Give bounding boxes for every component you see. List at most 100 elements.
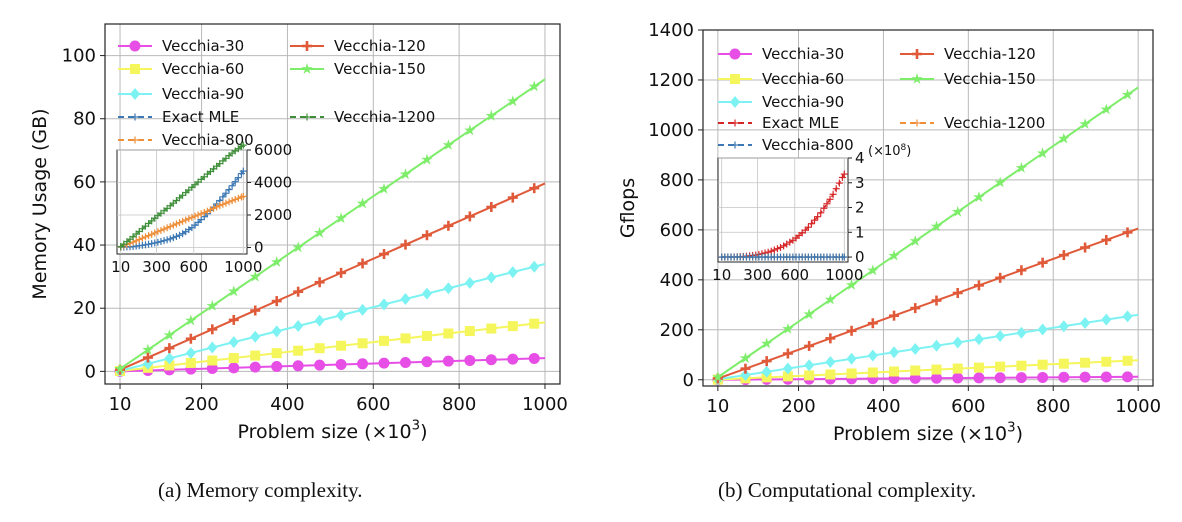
inset-data-point [228,182,236,190]
grid-lines [105,24,560,384]
data-point [803,308,815,320]
legend-label: Exact MLE [762,114,839,132]
inset-data-point [166,223,174,231]
data-point [529,183,540,194]
data-point [357,303,368,316]
data-point [824,293,837,305]
data-point [485,109,497,121]
data-point [164,360,175,371]
data-point [1058,320,1069,333]
data-point [782,323,794,334]
data-point [889,346,900,359]
inset-y-tick-label: 2000 [254,206,292,224]
legend-label: Vecchia-30 [762,45,844,63]
data-point [804,359,815,372]
x-tick-label: 600 [356,394,390,415]
series-group [712,86,1139,386]
data-point [825,356,836,369]
inset-data-point [179,217,187,225]
data-point [825,333,836,344]
data-point [740,369,751,382]
data-point [867,318,878,329]
legend-marker [130,64,140,74]
inset-data-point [157,226,165,234]
legend-item: Vecchia-1200 [900,114,1045,132]
inset-data-point [225,198,233,206]
data-point [1100,103,1112,115]
data-point [442,355,454,367]
data-point [1080,242,1091,253]
data-point [1037,257,1048,268]
legend-item: Vecchia-60 [718,70,844,88]
y-tick-label: 400 [660,270,694,291]
inset-data-point [225,186,233,194]
data-point [250,305,261,316]
inset-y-tick-label: 4000 [254,174,292,192]
data-point [761,365,772,378]
series-vecchia-90 [115,260,546,377]
legend-marker [731,141,739,149]
x-tick-label: 200 [184,394,218,415]
data-point [910,365,921,376]
data-point [507,192,518,203]
data-point [400,333,411,344]
inset-data-point [820,204,828,212]
y-tick-label: 600 [660,220,694,241]
data-point [163,329,176,341]
inset-data-point [835,179,843,187]
inset-data-point [176,219,184,227]
legend-label: Exact MLE [162,108,239,126]
data-point [314,314,325,327]
legend: Vecchia-30 Vecchia-60 Vecchia-90 Exact MLE V… [718,45,1045,154]
y-tick-label: 200 [660,320,694,341]
inset-data-point [239,192,247,200]
data-point [379,335,390,346]
legend-item: Vecchia-120 [900,45,1036,63]
data-point [761,337,773,349]
series-vecchia-30 [114,352,546,377]
legend-marker [130,88,140,100]
legend-marker [912,49,922,59]
data-point [293,345,304,356]
data-point [507,353,519,365]
data-point [399,168,412,180]
legend-item: Vecchia-90 [118,85,244,103]
data-point [1122,371,1134,383]
inset-data-point [219,200,227,208]
data-point [952,205,964,217]
inset-x-tick-label: 300 [142,258,171,276]
data-point [464,354,476,366]
data-point [867,264,879,276]
data-point [464,326,475,337]
x-tick-label: 200 [781,396,815,417]
y-tick-label: 20 [73,298,96,319]
inset-x-tick-label: 10 [111,258,130,276]
data-point [1122,227,1133,238]
data-point [400,239,411,250]
data-point [357,338,368,349]
x-tick-label: 800 [442,394,476,415]
data-point [185,314,197,326]
inset-data-point [840,170,848,178]
inset-data-point [829,190,837,198]
data-point [421,230,432,241]
data-point [930,220,943,232]
series-vecchia-150 [114,78,546,374]
data-point [845,279,858,290]
x-tick-label: 10 [109,394,132,415]
data-point [1122,355,1133,366]
x-tick-label: 400 [270,394,304,415]
data-point [1079,371,1091,383]
data-point [952,287,963,298]
data-point [249,361,261,373]
inset-data-point [182,216,190,224]
data-point [867,367,878,378]
inset-y-tick-label: 0 [855,248,865,266]
data-point [1101,356,1112,367]
legend-label: Vecchia-800 [762,136,854,154]
data-point [995,361,1006,372]
data-point [804,340,815,351]
series-vecchia-120 [115,182,546,375]
inset-y-tick-label: 1 [855,223,865,241]
